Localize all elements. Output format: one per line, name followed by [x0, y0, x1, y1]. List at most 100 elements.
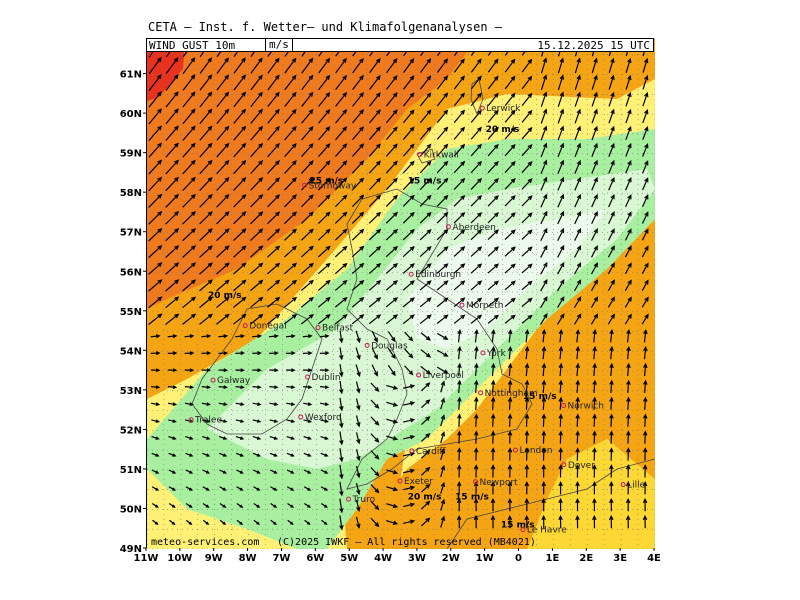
wind-arrow: [575, 497, 580, 512]
wind-arrow: [285, 334, 296, 339]
city-marker: [473, 479, 479, 485]
wind-arrow: [303, 436, 312, 440]
wind-arrow: [148, 279, 163, 292]
wind-arrow: [267, 74, 280, 91]
wind-arrow: [218, 402, 228, 406]
wind-arrow: [371, 330, 378, 343]
wind-arrow: [558, 430, 563, 444]
wind-arrow: [470, 297, 483, 308]
lon-tick-label: 8W: [239, 553, 257, 564]
wind-arrow: [403, 418, 416, 423]
wind-arrow: [504, 178, 516, 190]
wind-arrow: [456, 464, 462, 478]
wind-arrow: [151, 385, 161, 390]
wind-arrow: [250, 159, 264, 175]
wind-arrow: [626, 430, 631, 444]
wind-arrow: [507, 345, 513, 360]
wind-arrow: [591, 125, 598, 141]
wind-arrow: [233, 228, 247, 242]
wind-arrow: [470, 143, 482, 157]
wind-arrow: [557, 227, 565, 241]
wind-arrow: [182, 176, 196, 192]
lon-tick-label: 1W: [476, 553, 494, 564]
wind-arrow: [148, 159, 163, 175]
wind-arrow: [386, 75, 398, 90]
wind-arrow: [184, 351, 195, 356]
wind-arrow: [250, 228, 264, 241]
wind-arrow: [284, 142, 297, 158]
wind-arrow: [283, 296, 298, 308]
wind-arrow: [319, 368, 330, 373]
wind-arrow: [303, 385, 313, 390]
wind-arrow: [300, 211, 314, 225]
wind-arrow: [504, 92, 516, 107]
wind-arrow: [286, 402, 296, 406]
wind-arrow: [642, 447, 648, 461]
wind-arrow: [199, 91, 213, 108]
wind-arrow: [368, 177, 382, 191]
wind-arrow: [151, 486, 160, 491]
wind-arrow: [339, 397, 344, 412]
wind-arrow: [385, 143, 398, 157]
wind-arrow: [368, 228, 382, 241]
wind-arrow: [283, 245, 298, 258]
lon-tick-label: 3W: [408, 553, 426, 564]
wind-arrow: [370, 399, 380, 409]
wind-arrow: [609, 362, 614, 377]
wind-arrow: [148, 210, 163, 225]
wind-arrow: [574, 193, 581, 208]
wind-arrow: [202, 469, 211, 474]
wind-arrow: [339, 380, 344, 395]
wind-arrow: [269, 334, 279, 339]
wind-arrow: [334, 160, 348, 174]
wind-arrow: [302, 351, 313, 356]
city-marker: [478, 390, 484, 396]
wind-arrow: [351, 143, 365, 157]
city-marker: [298, 414, 304, 420]
wind-arrow: [507, 464, 513, 478]
wind-arrow: [420, 500, 431, 510]
wind-arrow: [270, 486, 278, 491]
wind-arrow: [456, 447, 462, 461]
wind-arrow: [184, 385, 195, 390]
wind-arrow: [351, 262, 365, 275]
wind-arrow: [456, 481, 462, 495]
wind-arrow: [643, 345, 648, 360]
wind-arrow: [420, 365, 432, 375]
wind-arrow: [320, 469, 329, 474]
wind-arrow: [284, 108, 297, 124]
city-marker: [445, 224, 451, 230]
wind-arrow: [575, 413, 580, 427]
wind-arrow: [541, 497, 546, 512]
wind-arrow: [592, 396, 597, 410]
wind-arrow: [317, 245, 331, 258]
wind-arrow: [474, 345, 479, 360]
wind-arrow: [440, 380, 446, 393]
wind-arrow: [168, 469, 177, 474]
wind-gust-map[interactable]: Lerwick Kirkwall Stornoway Aberdeen Edinburg…: [147, 39, 655, 549]
wind-arrow: [371, 364, 378, 377]
wind-arrow: [252, 419, 262, 423]
wind-arrow: [355, 432, 361, 445]
wind-arrow: [490, 430, 496, 444]
wind-arrow: [453, 92, 465, 107]
wind-arrow: [335, 109, 348, 124]
field-band-20-25: [147, 39, 477, 309]
wind-arrow: [201, 368, 212, 373]
wind-arrow: [368, 314, 382, 325]
wind-arrow: [250, 296, 264, 308]
wind-arrow: [185, 469, 194, 474]
wind-arrow: [591, 91, 598, 107]
wind-arrow: [267, 313, 281, 325]
wind-arrow: [609, 481, 614, 495]
wind-arrow: [521, 229, 533, 240]
wind-arrow: [557, 279, 565, 292]
wind-arrow: [420, 449, 431, 459]
wind-arrow: [624, 296, 632, 308]
wind-arrow: [167, 368, 178, 373]
wind-arrow: [219, 469, 227, 474]
wind-arrow: [504, 229, 516, 240]
wind-arrow: [216, 108, 230, 124]
wind-arrow: [541, 328, 547, 343]
wind-arrow: [507, 379, 513, 394]
